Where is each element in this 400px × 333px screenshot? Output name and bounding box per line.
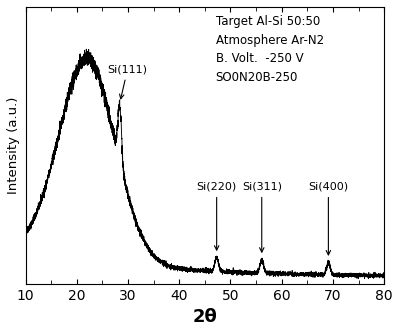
- Text: Si(220): Si(220): [196, 182, 237, 250]
- Y-axis label: Intensity (a.u.): Intensity (a.u.): [7, 97, 20, 194]
- X-axis label: 2θ: 2θ: [192, 308, 217, 326]
- Text: Si(311): Si(311): [242, 182, 282, 252]
- Text: Si(400): Si(400): [308, 182, 348, 255]
- Text: Si(111): Si(111): [108, 65, 148, 99]
- Text: Target Al-Si 50:50
Atmosphere Ar-N2
B. Volt.  -250 V
SO0N20B-250: Target Al-Si 50:50 Atmosphere Ar-N2 B. V…: [216, 15, 324, 84]
